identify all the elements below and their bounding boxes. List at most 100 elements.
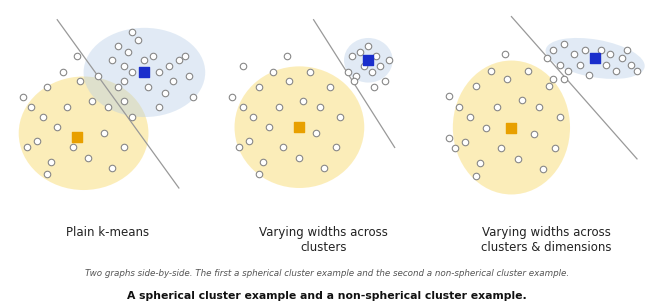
Point (318, 165, 329, 170)
Point (555, 115, 565, 120)
Point (58, 70, 69, 75)
Point (139, 70, 150, 75)
Point (254, 171, 264, 176)
Point (604, 52, 615, 57)
Point (62, 104, 73, 109)
Point (555, 62, 565, 67)
Point (559, 77, 569, 82)
Point (542, 56, 552, 61)
Ellipse shape (545, 38, 645, 79)
Point (324, 84, 335, 89)
Point (351, 74, 362, 79)
Point (153, 70, 164, 75)
Point (559, 41, 569, 46)
Point (26, 104, 36, 109)
Ellipse shape (453, 61, 570, 194)
Point (548, 77, 559, 82)
Point (82, 155, 93, 160)
Point (359, 64, 370, 69)
Point (576, 62, 586, 67)
Point (583, 73, 594, 78)
Text: Two graphs side-by-side. The first a spherical cluster example and the second a : Two graphs side-by-side. The first a sph… (85, 270, 569, 278)
Point (369, 84, 379, 89)
Point (180, 54, 190, 59)
Point (42, 171, 52, 176)
Point (363, 44, 373, 49)
Point (500, 52, 510, 57)
Point (315, 104, 325, 109)
Point (569, 52, 579, 57)
Point (548, 48, 559, 53)
Point (443, 94, 454, 99)
Point (513, 156, 523, 161)
Point (228, 94, 238, 99)
Point (119, 78, 129, 83)
Point (523, 69, 534, 74)
Point (538, 167, 548, 172)
Point (123, 50, 133, 55)
Point (621, 48, 632, 53)
Point (93, 74, 103, 79)
Point (496, 146, 506, 151)
Point (632, 69, 642, 74)
Point (304, 70, 315, 75)
Point (349, 78, 360, 83)
Point (22, 145, 32, 150)
Point (254, 84, 264, 89)
Point (113, 84, 124, 89)
Point (268, 70, 279, 75)
Point (42, 84, 52, 89)
Point (133, 38, 144, 43)
Ellipse shape (84, 28, 205, 117)
Point (298, 98, 309, 103)
Point (184, 74, 194, 79)
Point (450, 146, 460, 151)
Point (611, 69, 621, 74)
Point (464, 115, 475, 120)
Point (343, 70, 353, 75)
Point (347, 54, 357, 59)
Point (475, 160, 485, 165)
Point (506, 125, 517, 130)
Point (188, 94, 198, 99)
Point (294, 155, 305, 160)
Point (38, 115, 48, 120)
Point (471, 173, 481, 178)
Point (119, 145, 129, 150)
Point (113, 44, 124, 49)
Point (153, 104, 164, 109)
Text: Varying widths across
clusters: Varying widths across clusters (259, 226, 388, 254)
Point (311, 131, 321, 136)
Point (600, 62, 611, 67)
Ellipse shape (19, 76, 148, 190)
Point (579, 48, 590, 53)
Point (247, 115, 258, 120)
Point (278, 145, 288, 150)
Point (73, 135, 83, 140)
Text: A spherical cluster example and a non-spherical cluster example.: A spherical cluster example and a non-sp… (127, 291, 527, 301)
Point (237, 104, 248, 109)
Point (596, 48, 607, 53)
Point (534, 104, 544, 109)
Point (68, 145, 78, 150)
Point (502, 77, 513, 82)
Point (529, 131, 540, 136)
Point (73, 54, 83, 59)
Ellipse shape (235, 66, 364, 188)
Point (492, 104, 502, 109)
Point (258, 159, 268, 164)
Point (454, 104, 464, 109)
Point (143, 84, 154, 89)
Point (282, 54, 292, 59)
Point (544, 83, 555, 88)
Point (485, 69, 496, 74)
Point (294, 125, 305, 130)
Point (471, 83, 481, 88)
Point (550, 146, 560, 151)
Point (107, 58, 117, 63)
Point (517, 98, 527, 103)
Point (18, 94, 28, 99)
Point (103, 104, 113, 109)
Point (119, 98, 129, 103)
Text: Plain k-means: Plain k-means (66, 226, 150, 239)
